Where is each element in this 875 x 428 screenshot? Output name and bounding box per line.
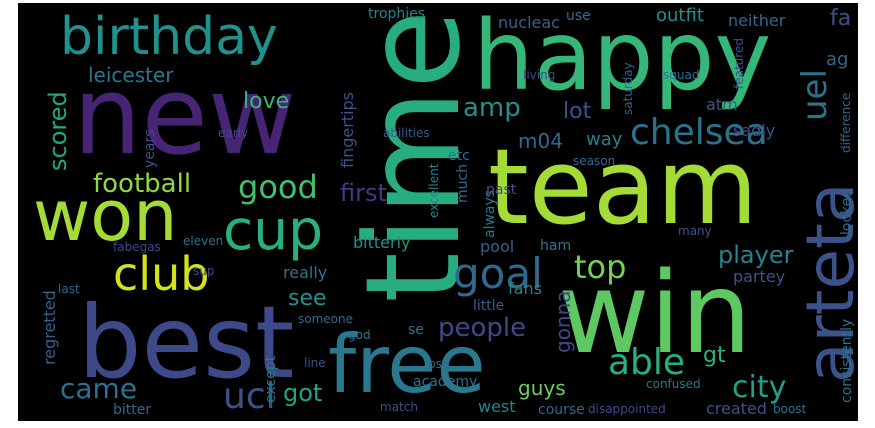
word-god: god (348, 328, 371, 342)
word-fabegas: fabegas (113, 240, 161, 254)
word-season: season (573, 154, 616, 168)
word-good: good (238, 168, 318, 206)
word-se: se (408, 322, 424, 338)
word-pool: pool (480, 237, 515, 256)
word-best: best (78, 284, 295, 401)
word-happy: happy (473, 3, 772, 112)
word-ucl: ucl (223, 376, 276, 417)
word-atm: atm (706, 95, 738, 114)
word-little: little (473, 298, 505, 314)
word-gt: gt (703, 343, 726, 368)
word-early: early (218, 126, 249, 140)
word-guys: guys (518, 376, 566, 400)
word-bitterly: bitterly (353, 233, 411, 252)
word-way: way (586, 129, 623, 150)
word-fa: fa (830, 6, 852, 31)
word-lot: lot (563, 99, 592, 124)
word-featured: featured (732, 38, 746, 89)
word-years: years (142, 129, 158, 168)
word-saturday: saturday (621, 62, 635, 115)
word-leicester: leicester (88, 63, 174, 87)
word-line: line (304, 356, 326, 370)
word-ham: ham (540, 238, 572, 254)
word-goal: goal (453, 249, 543, 298)
word-uel: uel (795, 69, 835, 121)
word-confused: confused (646, 377, 701, 391)
word-player: player (718, 241, 794, 269)
word-last: last (58, 282, 80, 296)
word-boost: boost (773, 402, 807, 416)
word-new: new (73, 54, 297, 179)
word-came: came (60, 372, 138, 405)
word-academy: academy (413, 374, 478, 390)
word-psg: psg (428, 357, 450, 371)
word-nucleac: nucleac (498, 13, 560, 32)
word-disappointed: disappointed (588, 402, 666, 416)
word-west: west (478, 397, 516, 416)
word-many: many (678, 224, 712, 238)
word-top: top (574, 248, 627, 286)
word-ag: ag (826, 49, 849, 70)
word-neither: neither (728, 11, 786, 30)
word-amp: amp (463, 93, 521, 123)
word-bitter: bitter (113, 402, 152, 418)
word-regretted: regretted (40, 290, 59, 365)
word-team: team (488, 126, 758, 248)
word-living: living (523, 68, 556, 82)
word-course: course (538, 402, 585, 418)
word-gonna: gonna (551, 290, 575, 353)
word-sup: sup (193, 264, 215, 278)
word-partey: partey (733, 267, 786, 286)
word-outfit: outfit (656, 5, 704, 26)
word-city: city (732, 370, 787, 405)
word-got: got (283, 379, 323, 407)
word-excellent: excellent (427, 163, 441, 218)
word-m04: m04 (518, 129, 563, 153)
word-won: won (33, 175, 178, 257)
word-fans: fans (508, 279, 542, 298)
word-cup: cup (223, 198, 324, 262)
word-someone: someone (298, 312, 353, 326)
word-birthday: birthday (60, 7, 278, 67)
word-squad: squad (663, 68, 700, 82)
word-win: win (558, 249, 752, 379)
word-chelsea: chelsea (630, 112, 768, 153)
word-past: past (486, 182, 517, 198)
word-club: club (113, 247, 210, 301)
word-cloud: new happy team win time best won free bi… (18, 3, 858, 421)
word-able: able (608, 342, 686, 383)
word-consistently: consistently (839, 318, 855, 403)
word-sadly: sadly (733, 121, 776, 140)
word-much: much (455, 163, 471, 203)
word-scored: scored (44, 91, 72, 171)
word-free: free (328, 318, 486, 411)
word-created: created (706, 399, 767, 418)
word-people: people (438, 313, 527, 343)
word-match: match (380, 400, 418, 414)
word-trophies: trophies (368, 6, 426, 22)
word-fingertips: fingertips (338, 91, 357, 168)
word-abilities: abilities (383, 126, 430, 140)
word-love: love (243, 89, 290, 114)
word-etc: etc (448, 148, 470, 164)
word-first: first (340, 179, 387, 207)
word-looked: looked (839, 188, 855, 235)
word-see: see (288, 286, 327, 311)
word-really: really (283, 263, 328, 282)
word-except: except (263, 355, 279, 403)
word-difference: difference (839, 92, 853, 153)
word-use: use (566, 8, 591, 24)
word-football: football (93, 169, 192, 199)
word-eleven: eleven (183, 234, 224, 248)
